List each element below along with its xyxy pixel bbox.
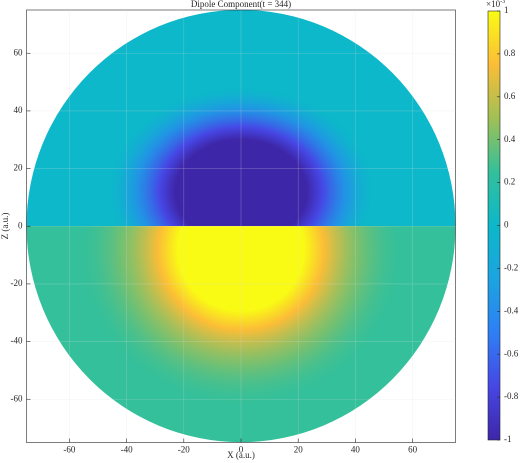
x-axis-label: X (a.u.) — [227, 450, 255, 460]
negative-lobe — [109, 87, 373, 226]
y-tick-label: 0 — [18, 220, 23, 230]
multiplier-exponent: -3 — [500, 0, 505, 5]
colorbar-tick-label: 1 — [504, 5, 509, 15]
colorbar-tick-label: -0.6 — [504, 348, 519, 358]
x-tick-label: 60 — [408, 445, 418, 455]
x-tick-label: 40 — [351, 445, 361, 455]
y-tick-label: 40 — [14, 105, 24, 115]
colorbar-tick-label: -0.8 — [504, 391, 519, 401]
colorbar-tick-label: 0.8 — [504, 48, 516, 58]
y-tick-label: -60 — [11, 393, 23, 403]
colorbar-multiplier: ×10-3 — [486, 0, 505, 9]
colorbar-tick-label: -0.2 — [504, 262, 518, 272]
y-tick-label: 20 — [14, 163, 24, 173]
y-axis-label: Z (a.u.) — [0, 213, 10, 240]
colorbar-tick-label: -1 — [504, 434, 512, 444]
colorbar-tick-label: 0 — [504, 220, 509, 230]
axes — [26, 9, 456, 443]
y-tick-label: -40 — [11, 336, 23, 346]
chart-title: Dipole Component(t = 344) — [191, 0, 291, 9]
colorbar-tick-label: 0.2 — [504, 177, 515, 187]
multiplier-base: ×10 — [486, 0, 501, 9]
x-tick-label: -20 — [178, 445, 190, 455]
x-tick-label: 20 — [294, 445, 304, 455]
x-tick-label: 0 — [239, 445, 244, 455]
y-tick-label: 60 — [14, 47, 24, 57]
colorbar-tick-label: 0.6 — [504, 91, 516, 101]
x-tick-label: -40 — [121, 445, 133, 455]
colorbar-tick-label: -0.4 — [504, 305, 519, 315]
positive-lobe — [75, 226, 407, 411]
colorbar-tick-label: 0.4 — [504, 134, 516, 144]
y-tick-label: -20 — [11, 278, 23, 288]
x-tick-label: -60 — [63, 445, 75, 455]
